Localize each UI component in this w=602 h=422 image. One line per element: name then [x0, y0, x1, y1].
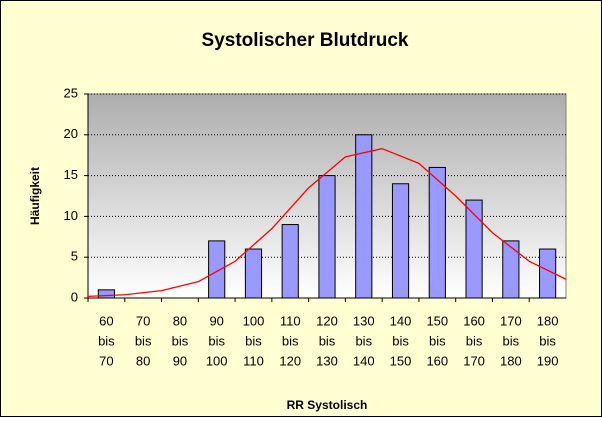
y-tick-label: 15 [64, 167, 78, 182]
x-tick-label: 140 [353, 353, 375, 368]
x-tick-label: bis [282, 333, 299, 348]
x-tick-label: 110 [280, 313, 301, 328]
x-tick-label: 110 [243, 353, 264, 368]
x-tick-label: 80 [136, 353, 150, 368]
x-axis-label: RR Systolisch [287, 398, 368, 412]
bar [428, 166, 446, 299]
bar [97, 289, 115, 299]
x-tick-label: 150 [390, 353, 412, 368]
x-tick-label: 150 [426, 313, 448, 328]
x-tick-label: bis [503, 333, 520, 348]
x-tick-label: 160 [426, 353, 448, 368]
x-tick-label: 120 [316, 313, 338, 328]
x-tick-label: 70 [136, 313, 150, 328]
x-tick-label: 190 [537, 353, 559, 368]
x-tick-label: 180 [500, 353, 522, 368]
x-tick-label: bis [429, 333, 446, 348]
curve [87, 148, 567, 298]
x-tick-label: 80 [173, 313, 187, 328]
x-tick-label: bis [98, 333, 115, 348]
bar [502, 240, 520, 299]
x-tick-label: bis [245, 333, 262, 348]
x-tick-label: 120 [279, 353, 301, 368]
x-tick-label: 130 [353, 313, 375, 328]
x-tick-label: 60 [99, 313, 113, 328]
bar [465, 199, 483, 299]
x-tick-label: 90 [173, 353, 187, 368]
x-tick-label: bis [392, 333, 409, 348]
x-tick-label: 130 [316, 353, 338, 368]
x-tick-label: 100 [243, 313, 265, 328]
x-tick-label: bis [208, 333, 225, 348]
chart-title: Systolischer Blutdruck [202, 30, 409, 51]
bar [391, 183, 410, 299]
y-axis-label: Häufigkeit [28, 167, 42, 225]
x-tick-label: bis [466, 333, 483, 348]
x-tick-label: 180 [537, 313, 559, 328]
bar [355, 134, 373, 299]
y-tick-label: 25 [64, 85, 78, 100]
y-tick-label: 20 [64, 126, 78, 141]
x-tick-label: 140 [390, 313, 412, 328]
bar [244, 248, 263, 299]
x-tick-label: bis [319, 333, 336, 348]
bar [208, 240, 226, 299]
bar [318, 175, 336, 299]
x-tick-label: 100 [206, 353, 228, 368]
x-tick-label: 170 [500, 313, 522, 328]
y-tick-label: 5 [71, 249, 78, 264]
x-tick-label: 170 [463, 353, 485, 368]
y-tick-label: 10 [64, 208, 78, 223]
x-tick-label: 70 [99, 353, 113, 368]
x-tick-label: bis [355, 333, 372, 348]
x-tick-label: 90 [209, 313, 223, 328]
x-tick-label: bis [172, 333, 189, 348]
x-tick-label: bis [135, 333, 152, 348]
y-tick-label: 0 [71, 289, 78, 304]
x-tick-label: bis [539, 333, 556, 348]
bar [281, 224, 299, 299]
x-tick-label: 160 [463, 313, 485, 328]
